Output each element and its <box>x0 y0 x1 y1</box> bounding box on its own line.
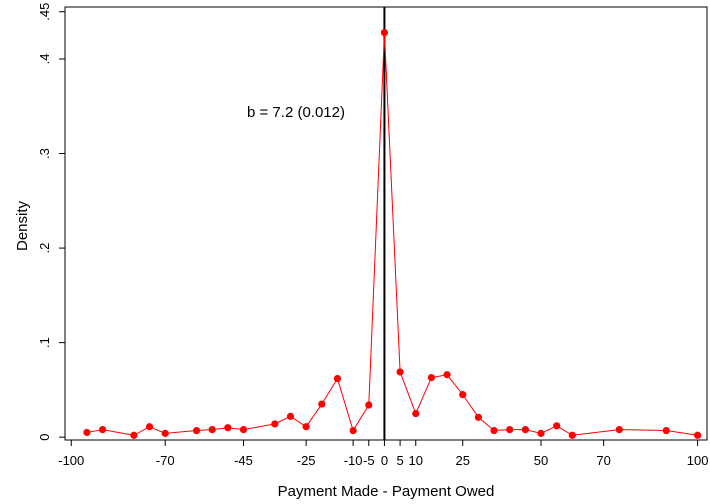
data-point <box>506 426 514 434</box>
data-point <box>490 426 498 435</box>
y-tick-label: 0 <box>37 434 52 441</box>
y-axis-title: Density <box>14 200 31 251</box>
data-point <box>83 428 91 437</box>
data-point <box>302 423 310 431</box>
data-point <box>615 426 623 434</box>
x-axis: -100 -70 -45 -25 -10 -5 0 5 10 25 50 70 100 <box>58 440 708 468</box>
data-point <box>161 429 169 437</box>
x-tick-label: 70 <box>596 453 610 468</box>
data-point <box>459 391 467 399</box>
series-line <box>86 32 698 436</box>
data-point <box>192 426 201 435</box>
data-point <box>694 431 702 439</box>
data-point <box>443 371 451 379</box>
y-tick-label: .2 <box>37 243 52 254</box>
y-tick-label: .3 <box>37 148 52 159</box>
data-point <box>365 401 373 409</box>
x-tick-label: -5 <box>363 453 375 468</box>
data-point <box>474 413 482 421</box>
x-tick-label: 25 <box>455 453 469 468</box>
plot-frame <box>64 6 708 441</box>
x-tick-label: -70 <box>156 453 175 468</box>
data-point <box>98 426 107 434</box>
x-tick-label: -100 <box>58 453 84 468</box>
data-point <box>130 431 138 439</box>
x-tick-label: 0 <box>381 453 388 468</box>
y-tick-label: .1 <box>37 337 52 348</box>
annotation-text: b = 7.2 (0.012) <box>247 104 345 121</box>
data-point <box>318 400 326 408</box>
data-point <box>568 431 576 439</box>
data-point <box>427 374 436 382</box>
data-point <box>271 420 279 428</box>
x-tick-label: 100 <box>687 453 709 468</box>
x-tick-label: -45 <box>234 453 253 468</box>
data-point <box>333 374 342 383</box>
data-point <box>145 423 154 431</box>
y-tick-label: .4 <box>37 54 52 65</box>
data-point <box>396 368 404 376</box>
data-point <box>239 426 248 434</box>
x-tick-label: -10 <box>344 453 363 468</box>
series-layer <box>83 28 702 439</box>
data-point <box>521 426 529 434</box>
x-tick-label: 5 <box>396 453 403 468</box>
data-point <box>208 426 216 434</box>
x-tick-label: 50 <box>534 453 548 468</box>
x-tick-label: 10 <box>409 453 423 468</box>
data-point <box>224 424 232 432</box>
y-tick-label: .45 <box>37 3 52 21</box>
y-axis: 0 .1 .2 .3 .4 .45 <box>37 3 65 441</box>
data-point <box>349 426 357 435</box>
x-axis-title: Payment Made - Payment Owed <box>278 483 495 500</box>
x-tick-label: -25 <box>297 453 316 468</box>
data-point <box>537 429 545 437</box>
data-point <box>380 28 389 37</box>
data-point <box>412 409 420 418</box>
data-point <box>662 426 670 435</box>
data-point <box>286 412 295 420</box>
data-point <box>553 422 561 430</box>
